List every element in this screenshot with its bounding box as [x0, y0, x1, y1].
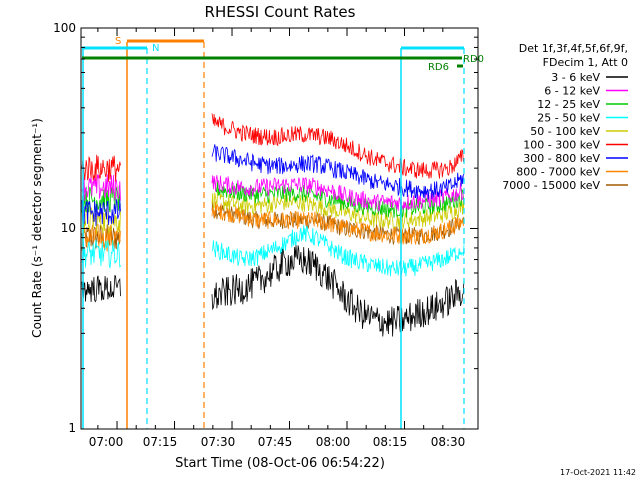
- y-axis-label: Count Rate (s⁻¹ detector segment⁻¹): [30, 118, 44, 338]
- series-line-pre-5: [81, 154, 121, 182]
- y-tick-10: 10: [61, 221, 76, 235]
- legend-label-1: 6 - 12 keV: [544, 85, 600, 98]
- flag-label-night: N: [152, 43, 159, 54]
- x-tick-0700: 07:00: [89, 435, 124, 449]
- flag-label-rd0: RD0: [463, 54, 484, 65]
- y-tick-100: 100: [53, 21, 76, 35]
- chart-title: RHESSI Count Rates: [205, 3, 356, 21]
- y-tick-1: 1: [68, 421, 76, 435]
- plot-area: [81, 113, 465, 337]
- series-line-1: [211, 175, 465, 212]
- series-line-0: [211, 245, 465, 337]
- legend-label-6: 300 - 800 keV: [523, 152, 600, 165]
- series-line-pre-0: [81, 274, 121, 303]
- x-axis-label: Start Time (08-Oct-06 06:54:22): [175, 456, 385, 471]
- flag-label-rd6: RD6: [428, 62, 449, 73]
- x-tick-0815: 08:15: [373, 435, 408, 449]
- axis-ticks: [81, 27, 478, 430]
- legend-label-8: 7000 - 15000 keV: [502, 179, 600, 192]
- legend-header-line1: Det 1f,3f,4f,5f,6f,9f,: [519, 42, 628, 55]
- x-tick-0715: 07:15: [143, 435, 178, 449]
- x-tick-0745: 07:45: [258, 435, 293, 449]
- series-line-3: [211, 225, 465, 277]
- legend-label-0: 3 - 6 keV: [551, 71, 600, 84]
- series-line-pre-3: [81, 239, 121, 270]
- series-line-pre-7: [81, 224, 121, 252]
- timestamp: 17-Oct-2021 11:42: [560, 468, 636, 477]
- x-tick-0800: 08:00: [316, 435, 351, 449]
- series-line-4: [211, 191, 465, 230]
- series-line-pre-1: [81, 174, 121, 201]
- time-markers: [82, 42, 465, 429]
- series-line-8: [211, 201, 465, 246]
- series-line-7: [211, 201, 465, 246]
- series-line-6: [211, 144, 465, 200]
- legend-header-line2: FDecim 1, Att 0: [543, 56, 628, 69]
- legend-label-2: 12 - 25 keV: [537, 98, 600, 111]
- legend-label-5: 100 - 300 keV: [523, 139, 600, 152]
- series-line-pre-6: [81, 199, 121, 226]
- x-tick-0730: 07:30: [201, 435, 236, 449]
- legend-label-3: 25 - 50 keV: [537, 112, 600, 125]
- flag-label-saa: S: [115, 36, 121, 47]
- attenuator-flags: S N RD0 RD6: [82, 36, 484, 73]
- legend-label-7: 800 - 7000 keV: [516, 166, 600, 179]
- legend-label-4: 50 - 100 keV: [530, 125, 600, 138]
- x-tick-0830: 08:30: [431, 435, 466, 449]
- series-line-5: [211, 113, 465, 179]
